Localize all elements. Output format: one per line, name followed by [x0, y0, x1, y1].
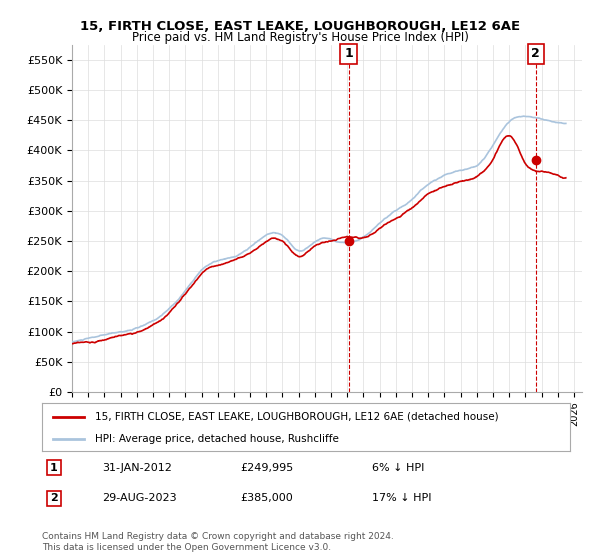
Text: 2: 2: [532, 48, 540, 60]
Text: HPI: Average price, detached house, Rushcliffe: HPI: Average price, detached house, Rush…: [95, 434, 338, 444]
Text: 6% ↓ HPI: 6% ↓ HPI: [372, 463, 424, 473]
Text: £249,995: £249,995: [240, 463, 293, 473]
Text: 15, FIRTH CLOSE, EAST LEAKE, LOUGHBOROUGH, LE12 6AE: 15, FIRTH CLOSE, EAST LEAKE, LOUGHBOROUG…: [80, 20, 520, 32]
Text: 31-JAN-2012: 31-JAN-2012: [102, 463, 172, 473]
Text: 1: 1: [50, 463, 58, 473]
Text: 17% ↓ HPI: 17% ↓ HPI: [372, 493, 431, 503]
Text: 29-AUG-2023: 29-AUG-2023: [102, 493, 176, 503]
Text: Price paid vs. HM Land Registry's House Price Index (HPI): Price paid vs. HM Land Registry's House …: [131, 31, 469, 44]
Text: 2: 2: [50, 493, 58, 503]
Text: 1: 1: [344, 48, 353, 60]
Text: Contains HM Land Registry data © Crown copyright and database right 2024.
This d: Contains HM Land Registry data © Crown c…: [42, 532, 394, 552]
Text: £385,000: £385,000: [240, 493, 293, 503]
Text: 15, FIRTH CLOSE, EAST LEAKE, LOUGHBOROUGH, LE12 6AE (detached house): 15, FIRTH CLOSE, EAST LEAKE, LOUGHBOROUG…: [95, 412, 499, 422]
